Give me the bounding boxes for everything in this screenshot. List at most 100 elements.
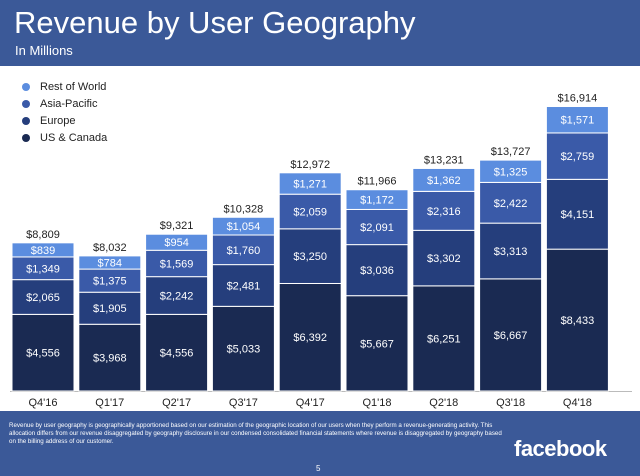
data-label-europe: $3,313 — [494, 246, 528, 258]
data-label-rest-of-world: $1,054 — [227, 221, 261, 233]
bar-us-canada — [145, 313, 209, 392]
bar-asia-pacific — [479, 181, 543, 224]
total-label: $12,972 — [290, 159, 330, 171]
data-label-rest-of-world: $839 — [31, 245, 55, 257]
x-tick-label: Q4'17 — [296, 397, 325, 409]
data-label-asia-pacific: $2,316 — [427, 206, 461, 218]
x-tick-label: Q1'17 — [95, 397, 124, 409]
total-label: $9,321 — [160, 220, 194, 232]
bar-rest-of-world — [412, 167, 476, 192]
bar-rest-of-world — [479, 159, 543, 183]
bar-europe — [211, 264, 275, 307]
bar-rest-of-world — [11, 242, 75, 258]
total-label: $11,966 — [358, 176, 397, 188]
data-label-asia-pacific: $2,422 — [494, 198, 528, 210]
bar-asia-pacific — [278, 193, 342, 230]
data-label-europe: $1,905 — [93, 303, 127, 315]
total-label: $8,809 — [26, 229, 60, 241]
x-tick-label: Q1'18 — [362, 397, 391, 409]
header-bar: Revenue by User Geography In Millions — [0, 0, 640, 66]
bar-rest-of-world — [278, 172, 342, 195]
legend-swatch-rest-of-world — [22, 83, 30, 91]
data-label-rest-of-world: $954 — [164, 237, 188, 249]
legend-item-rest-of-world: Rest of World — [22, 79, 107, 95]
chart-subtitle: In Millions — [15, 43, 73, 58]
bar-europe — [145, 276, 209, 315]
bar-europe — [278, 228, 342, 284]
bar-us-canada — [278, 282, 342, 392]
bar-rest-of-world — [545, 106, 609, 134]
page-number: 5 — [316, 464, 321, 473]
total-label: $13,727 — [491, 146, 531, 158]
bar-us-canada — [11, 313, 75, 392]
legend-swatch-europe — [22, 117, 30, 125]
x-tick-label: Q2'17 — [162, 397, 191, 409]
bar-us-canada — [345, 295, 409, 392]
data-label-asia-pacific: $2,759 — [561, 151, 595, 163]
total-label: $8,032 — [93, 242, 127, 254]
data-label-rest-of-world: $1,571 — [561, 115, 595, 127]
legend-label: Asia-Pacific — [40, 98, 98, 110]
legend-label: Europe — [40, 115, 76, 127]
legend-swatch-us-canada — [22, 134, 30, 142]
data-label-europe: $2,481 — [227, 280, 261, 292]
bar-asia-pacific — [545, 132, 609, 180]
data-label-asia-pacific: $2,091 — [360, 222, 394, 234]
data-label-us-canada: $4,556 — [160, 348, 194, 360]
bar-us-canada — [545, 248, 609, 392]
total-label: $13,231 — [424, 154, 464, 166]
total-label: $16,914 — [558, 93, 598, 105]
legend-swatch-asia-pacific — [22, 100, 30, 108]
bar-us-canada — [412, 285, 476, 392]
data-label-europe: $3,302 — [427, 253, 461, 265]
chart-title: Revenue by User Geography — [14, 5, 416, 40]
data-label-asia-pacific: $1,349 — [26, 263, 60, 275]
data-label-rest-of-world: $1,271 — [293, 179, 327, 191]
total-label: $10,328 — [224, 203, 264, 215]
x-tick-label: Q4'16 — [28, 397, 57, 409]
bar-rest-of-world — [345, 189, 409, 210]
data-label-rest-of-world: $784 — [98, 257, 122, 269]
bar-europe — [412, 229, 476, 287]
data-label-us-canada: $8,433 — [561, 315, 595, 327]
data-label-europe: $3,036 — [360, 265, 394, 277]
legend-item-asia-pacific: Asia-Pacific — [22, 96, 107, 112]
data-label-asia-pacific: $1,760 — [227, 245, 261, 257]
data-label-us-canada: $6,251 — [427, 333, 461, 345]
bar-europe — [345, 244, 409, 297]
legend: Rest of World Asia-Pacific Europe US & C… — [22, 79, 107, 147]
bar-rest-of-world — [78, 255, 142, 270]
facebook-logo: facebook — [514, 436, 607, 461]
x-tick-label: Q3'17 — [229, 397, 258, 409]
data-label-asia-pacific: $2,059 — [293, 207, 327, 219]
data-label-rest-of-world: $1,325 — [494, 166, 528, 178]
bar-rest-of-world — [145, 233, 209, 251]
legend-label: Rest of World — [40, 81, 107, 93]
bar-europe — [479, 222, 543, 280]
x-tick-label: Q4'18 — [563, 397, 592, 409]
data-label-us-canada: $4,556 — [26, 348, 60, 360]
data-label-europe: $2,065 — [26, 292, 60, 304]
data-label-europe: $3,250 — [293, 251, 327, 263]
data-label-asia-pacific: $1,569 — [160, 258, 194, 270]
bar-rest-of-world — [211, 216, 275, 236]
data-label-us-canada: $5,667 — [360, 338, 394, 350]
data-label-us-canada: $6,392 — [293, 332, 327, 344]
data-label-europe: $4,151 — [561, 209, 595, 221]
data-label-rest-of-world: $1,172 — [360, 195, 394, 207]
bar-us-canada — [78, 323, 142, 392]
bar-asia-pacific — [412, 190, 476, 231]
bar-europe — [11, 279, 75, 315]
legend-item-us-canada: US & Canada — [22, 130, 107, 146]
data-label-rest-of-world: $1,362 — [427, 175, 461, 187]
data-label-us-canada: $3,968 — [93, 353, 127, 365]
bar-asia-pacific — [345, 208, 409, 246]
legend-item-europe: Europe — [22, 113, 107, 129]
revenue-chart: $4,556 $2,065 $1,349 $839 $8,809 Q4'16 $3,968 $… — [10, 93, 632, 409]
x-tick-label: Q3'18 — [496, 397, 525, 409]
bar-asia-pacific — [211, 234, 275, 266]
data-label-us-canada: $6,667 — [494, 330, 528, 342]
data-label-asia-pacific: $1,375 — [93, 276, 127, 288]
legend-label: US & Canada — [40, 132, 108, 144]
data-label-europe: $2,242 — [160, 291, 194, 303]
